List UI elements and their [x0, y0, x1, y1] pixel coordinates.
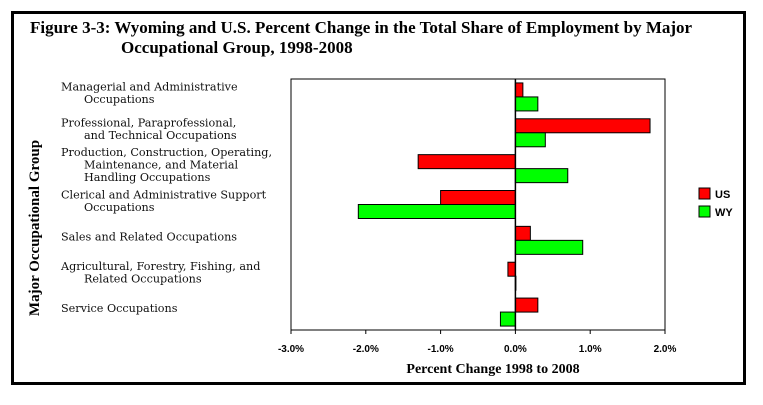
- legend-label-us: US: [715, 189, 730, 201]
- y-axis-label: Major Occupational Group: [27, 140, 43, 316]
- bar-wy-4: [514, 239, 584, 255]
- x-tick-label-2: -1.0%: [428, 344, 454, 355]
- x-tick-label-4: 1.0%: [579, 344, 602, 355]
- category-label-0: Managerial and Administrative Occupations: [61, 81, 238, 107]
- x-tick-label-0: -3.0%: [278, 344, 304, 355]
- bar-wy-0: [514, 96, 539, 112]
- bar-wy-1: [514, 132, 546, 148]
- category-label-5: Agricultural, Forestry, Fishing, and Rela…: [60, 260, 260, 286]
- bar-wy-2: [514, 168, 569, 184]
- plot-area: [290, 78, 666, 331]
- legend-swatch-wy: [698, 205, 711, 218]
- bar-us-0: [514, 82, 524, 98]
- bar-us-2: [417, 154, 516, 170]
- bar-wy-3: [357, 204, 516, 219]
- legend-swatch-us: [698, 187, 711, 200]
- category-label-4: Sales and Related Occupations: [61, 230, 237, 243]
- category-label-1: Professional, Paraprofessional, and Techn…: [61, 117, 237, 143]
- bar-us-3: [440, 190, 516, 205]
- chart-title: Figure 3-3: Wyoming and U.S. Percent Cha…: [30, 18, 745, 58]
- category-label-6: Service Occupations: [61, 302, 178, 315]
- legend: US WY: [698, 187, 733, 219]
- x-tick-label-3: 0.0%: [504, 344, 527, 355]
- x-tick-label-1: -2.0%: [353, 344, 379, 355]
- figure-frame: [11, 11, 746, 385]
- bar-wy-6: [499, 311, 516, 327]
- bar-us-1: [514, 118, 651, 134]
- chart-title-line-1: Figure 3-3: Wyoming and U.S. Percent Cha…: [30, 18, 693, 37]
- bar-us-6: [514, 297, 539, 313]
- legend-label-wy: WY: [715, 207, 733, 219]
- bar-us-4: [514, 225, 531, 241]
- chart-title-line-2: Occupational Group, 1998-2008: [121, 38, 353, 57]
- x-tick-label-5: 2.0%: [654, 344, 677, 355]
- bar-us-5: [507, 261, 516, 277]
- category-label-2: Production, Construction, Operating, Main…: [61, 146, 272, 184]
- x-axis-label: Percent Change 1998 to 2008: [406, 362, 579, 377]
- category-label-3: Clerical and Administrative Support Occup…: [61, 188, 267, 214]
